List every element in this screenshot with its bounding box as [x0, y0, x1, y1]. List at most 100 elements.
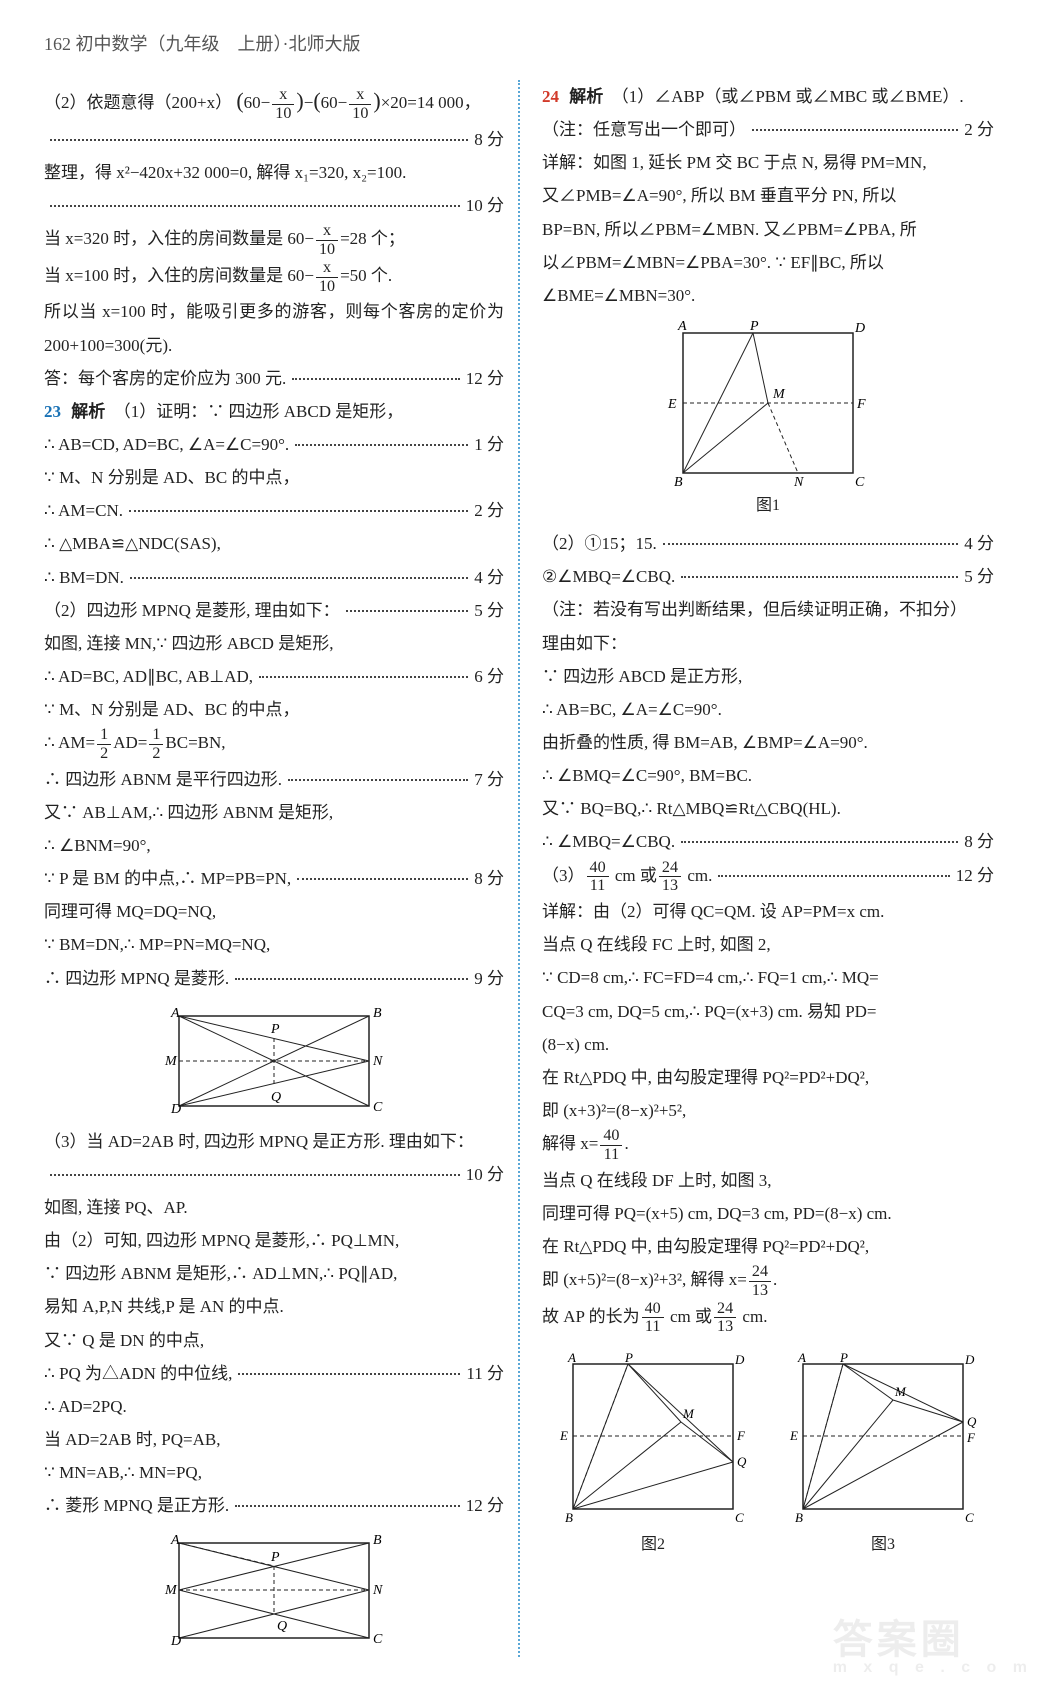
line: 详解：由（2）可得 QC=QM. 设 AP=PM=x cm.	[542, 895, 994, 928]
frac-num: x	[272, 86, 294, 105]
line: ∵ P 是 BM 的中点,∴ MP=PB=PN,8 分	[44, 862, 504, 895]
text: （1）∠ABP（或∠PBM 或∠MBC 或∠BME）.	[612, 87, 964, 106]
line: ∴ AM=CN.2 分	[44, 494, 504, 527]
line: ∴ AM=12AD=12BC=BN,	[44, 726, 504, 763]
svg-text:C: C	[855, 475, 865, 488]
svg-text:B: B	[795, 1510, 803, 1525]
line: ∵ 四边形 ABNM 是矩形,∴ AD⊥MN,∴ PQ∥AD,	[44, 1257, 504, 1290]
analysis-label: 解析	[569, 87, 603, 106]
svg-text:F: F	[856, 397, 866, 412]
frac-den: 10	[272, 105, 294, 123]
line: （注：任意写出一个即可）2 分	[542, 113, 994, 146]
line: ∴ △MBA≌△NDC(SAS),	[44, 527, 504, 560]
line: 当 x=320 时，入住的房间数量是 60−x10=28 个；	[44, 222, 504, 259]
figure-23-rhombus: A B C D M N P Q	[159, 1001, 389, 1121]
text: 当 x=320 时，入住的房间数量是 60−	[44, 229, 314, 248]
line: 解得 x=4011.	[542, 1127, 994, 1164]
line: 整理，得 x²−420x+32 000=0, 解得 x₁=320, x₂=100…	[44, 156, 504, 189]
svg-text:D: D	[170, 1634, 181, 1649]
watermark-sub: m x q e . c o m	[833, 1659, 1033, 1677]
line: 理由如下：	[542, 627, 994, 660]
line: 同理可得 PQ=(x+5) cm, DQ=3 cm, PD=(8−x) cm.	[542, 1197, 994, 1230]
line: 易知 A,P,N 共线,P 是 AN 的中点.	[44, 1290, 504, 1323]
line: 又∵ Q 是 DN 的中点,	[44, 1324, 504, 1357]
line: 当点 Q 在线段 DF 上时, 如图 3,	[542, 1164, 994, 1197]
svg-text:M: M	[164, 1054, 178, 1069]
line: ∵ M、N 分别是 AD、BC 的中点，	[44, 693, 504, 726]
svg-text:B: B	[674, 475, 683, 488]
svg-text:P: P	[624, 1352, 633, 1365]
svg-text:F: F	[736, 1428, 746, 1443]
line: ∵ M、N 分别是 AD、BC 的中点，	[44, 461, 504, 494]
line: 又∵ BQ=BQ,∴ Rt△MBQ≌Rt△CBQ(HL).	[542, 792, 994, 825]
line: (8−x) cm.	[542, 1028, 994, 1061]
svg-text:P: P	[270, 1550, 280, 1565]
svg-text:A: A	[797, 1352, 806, 1365]
line: 在 Rt△PDQ 中, 由勾股定理得 PQ²=PD²+DQ²,	[542, 1061, 994, 1094]
svg-text:M: M	[894, 1384, 907, 1399]
svg-text:P: P	[749, 319, 759, 334]
line: ∴ AB=CD, AD=BC, ∠A=∠C=90°.1 分	[44, 428, 504, 461]
figure-24-1: A P D E M F B N C	[658, 318, 878, 488]
svg-text:Q: Q	[967, 1414, 977, 1429]
svg-text:B: B	[373, 1006, 382, 1021]
svg-text:E: E	[667, 397, 677, 412]
svg-text:M: M	[772, 387, 786, 402]
q24-heading: 24 解析 （1）∠ABP（或∠PBM 或∠MBC 或∠BME）.	[542, 80, 994, 113]
line: （2）①15；15.4 分	[542, 527, 994, 560]
figure-2-caption: 图2	[553, 1529, 753, 1560]
svg-text:B: B	[565, 1510, 573, 1525]
text: （2）依题意得（200+x）	[44, 93, 232, 112]
svg-text:C: C	[373, 1100, 383, 1115]
svg-text:Q: Q	[737, 1454, 747, 1469]
line: BP=BN, 所以∠PBM=∠MBN. 又∠PBM=∠PBA, 所	[542, 213, 994, 246]
score-line: 8 分	[44, 123, 504, 156]
line: ∴ AD=BC, AD∥BC, AB⊥AD,6 分	[44, 660, 504, 693]
score: 8 分	[474, 123, 504, 156]
frac-num: x	[349, 86, 371, 105]
question-number-24: 24	[542, 87, 559, 106]
left-column: （2）依题意得（200+x） (60−x10)−(60−x10)×20=14 0…	[44, 80, 518, 1657]
score: 10 分	[466, 189, 504, 222]
line: ∴ ∠BMQ=∠C=90°, BM=BC.	[542, 759, 994, 792]
line: （2）依题意得（200+x） (60−x10)−(60−x10)×20=14 0…	[44, 80, 504, 123]
q23-heading: 23 解析 （1）证明：∵ 四边形 ABCD 是矩形，	[44, 395, 504, 428]
svg-text:D: D	[734, 1352, 745, 1367]
line: 同理可得 MQ=DQ=NQ,	[44, 895, 504, 928]
page-header: 162 初中数学（九年级 上册）·北师大版	[44, 30, 1019, 56]
line: 即 (x+3)²=(8−x)²+5²,	[542, 1094, 994, 1127]
line: 故 AP 的长为4011 cm 或2413 cm.	[542, 1300, 994, 1337]
line: ∴ 四边形 ABNM 是平行四边形.7 分	[44, 763, 504, 796]
line: ∴ ∠MBQ=∠CBQ.8 分	[542, 825, 994, 858]
svg-text:D: D	[964, 1352, 975, 1367]
line: （3）当 AD=2AB 时, 四边形 MPNQ 是正方形. 理由如下：	[44, 1125, 504, 1158]
line: ∴ PQ 为△ADN 的中位线,11 分	[44, 1357, 504, 1390]
svg-text:Q: Q	[277, 1619, 287, 1634]
line: 所以当 x=100 时，能吸引更多的游客，则每个客房的定价为 200+100=3…	[44, 295, 504, 361]
svg-text:N: N	[372, 1583, 383, 1598]
right-column: 24 解析 （1）∠ABP（或∠PBM 或∠MBC 或∠BME）. （注：任意写…	[520, 80, 994, 1657]
svg-text:M: M	[164, 1583, 178, 1598]
line: ∵ 四边形 ABCD 是正方形,	[542, 660, 994, 693]
line: ∠BME=∠MBN=30°.	[542, 279, 994, 312]
line: ∵ MN=AB,∴ MN=PQ,	[44, 1456, 504, 1489]
line: （2）四边形 MPNQ 是菱形, 理由如下：5 分	[44, 594, 504, 627]
svg-text:N: N	[793, 475, 804, 488]
text: （1）证明：∵ 四边形 ABCD 是矩形，	[114, 402, 403, 421]
line: 如图, 连接 PQ、AP.	[44, 1191, 504, 1224]
svg-text:C: C	[373, 1632, 383, 1647]
line: ∴ AD=2PQ.	[44, 1390, 504, 1423]
analysis-label: 解析	[71, 402, 105, 421]
line: ∴ BM=DN.4 分	[44, 561, 504, 594]
line: ∵ CD=8 cm,∴ FC=FD=4 cm,∴ FQ=1 cm,∴ MQ=	[542, 961, 994, 994]
score: 12 分	[466, 362, 504, 395]
svg-text:D: D	[170, 1102, 181, 1117]
score-line: 答：每个客房的定价应为 300 元.12 分	[44, 362, 504, 395]
line: 在 Rt△PDQ 中, 由勾股定理得 PQ²=PD²+DQ²,	[542, 1230, 994, 1263]
figure-3-caption: 图3	[783, 1529, 983, 1560]
svg-text:F: F	[966, 1430, 976, 1445]
line: 10 分	[44, 1158, 504, 1191]
text: =28 个；	[340, 229, 405, 248]
text: 当 x=100 时，入住的房间数量是 60−	[44, 266, 314, 285]
frac-den: 10	[349, 105, 371, 123]
